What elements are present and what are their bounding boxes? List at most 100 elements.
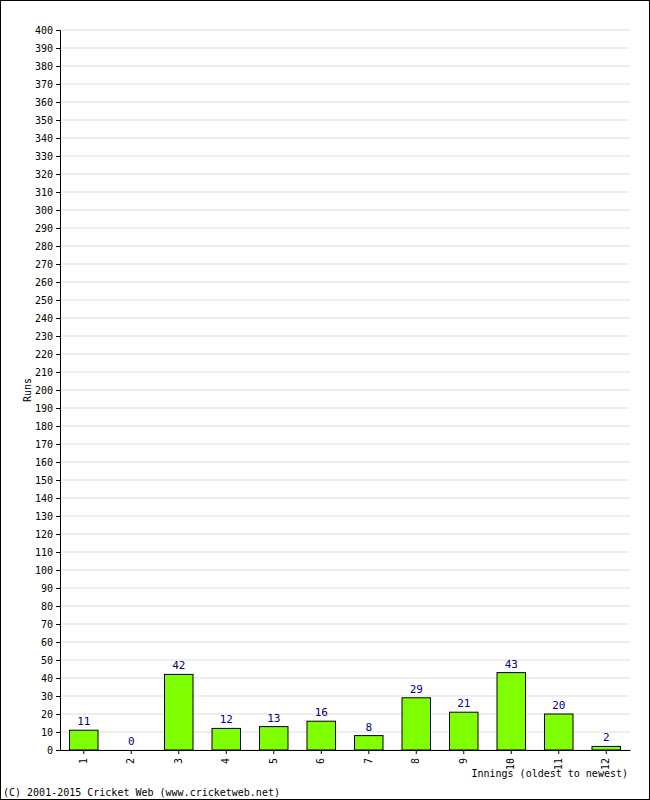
- grid-line: [60, 264, 630, 265]
- y-tick: 10: [41, 727, 60, 738]
- grid: [60, 30, 630, 750]
- y-tick-mark: [56, 192, 60, 193]
- y-tick-label: 170: [35, 439, 53, 450]
- bar: [545, 714, 574, 750]
- grid-line: [60, 426, 630, 427]
- y-tick: 160: [35, 457, 60, 468]
- y-tick-mark: [56, 462, 60, 463]
- grid-line: [60, 156, 630, 157]
- y-tick-label: 180: [35, 421, 53, 432]
- y-tick-label: 260: [35, 277, 53, 288]
- grid-line: [60, 228, 630, 229]
- grid-line: [60, 210, 630, 211]
- y-tick-label: 50: [41, 655, 53, 666]
- grid-line: [60, 120, 630, 121]
- y-tick-mark: [56, 264, 60, 265]
- y-tick: 270: [35, 259, 60, 270]
- y-tick-label: 120: [35, 529, 53, 540]
- y-tick-label: 100: [35, 565, 53, 576]
- y-tick-mark: [56, 750, 60, 751]
- y-tick-mark: [56, 390, 60, 391]
- y-tick: 300: [35, 205, 60, 216]
- y-tick-label: 270: [35, 259, 53, 270]
- y-tick-label: 30: [41, 691, 53, 702]
- y-tick-mark: [56, 246, 60, 247]
- y-tick: 370: [35, 79, 60, 90]
- grid-line: [60, 354, 630, 355]
- y-tick-mark: [56, 714, 60, 715]
- x-tick: 4: [220, 750, 231, 764]
- y-tick-mark: [56, 678, 60, 679]
- y-tick-mark: [56, 642, 60, 643]
- y-tick-mark: [56, 408, 60, 409]
- y-tick-label: 290: [35, 223, 53, 234]
- y-tick-mark: [56, 588, 60, 589]
- y-tick-mark: [56, 552, 60, 553]
- x-tick-mark: [83, 750, 84, 754]
- y-tick-label: 110: [35, 547, 53, 558]
- y-tick-mark: [56, 66, 60, 67]
- x-tick-mark: [226, 750, 227, 754]
- grid-line: [60, 174, 630, 175]
- x-tick-label: 4: [220, 758, 231, 764]
- y-tick: 100: [35, 565, 60, 576]
- grid-line: [60, 390, 630, 391]
- y-tick-mark: [56, 228, 60, 229]
- x-tick-label: 9: [458, 758, 469, 764]
- y-tick-mark: [56, 48, 60, 49]
- y-tick-mark: [56, 516, 60, 517]
- grid-line: [60, 282, 630, 283]
- y-tick-label: 80: [41, 601, 53, 612]
- grid-line: [60, 462, 630, 463]
- y-tick: 320: [35, 169, 60, 180]
- y-tick-label: 330: [35, 151, 53, 162]
- y-tick: 20: [41, 709, 60, 720]
- y-tick-mark: [56, 732, 60, 733]
- bars: [70, 673, 621, 750]
- y-tick: 350: [35, 115, 60, 126]
- y-tick: 120: [35, 529, 60, 540]
- y-tick: 380: [35, 61, 60, 72]
- data-label: 2: [603, 731, 610, 744]
- grid-line: [60, 534, 630, 535]
- y-tick-mark: [56, 210, 60, 211]
- x-tick-label: 3: [173, 758, 184, 764]
- y-tick-label: 200: [35, 385, 53, 396]
- y-tick-mark: [56, 570, 60, 571]
- grid-line: [60, 408, 630, 409]
- x-tick: 7: [363, 750, 374, 764]
- grid-line: [60, 336, 630, 337]
- x-axis-line: [61, 750, 631, 751]
- y-tick: 90: [41, 583, 60, 594]
- y-tick: 40: [41, 673, 60, 684]
- x-tick: 2: [125, 750, 136, 764]
- y-tick-mark: [56, 696, 60, 697]
- y-tick-mark: [56, 174, 60, 175]
- y-tick: 80: [41, 601, 60, 612]
- bar: [212, 728, 241, 750]
- y-tick-label: 160: [35, 457, 53, 468]
- grid-line: [60, 642, 630, 643]
- y-tick: 240: [35, 313, 60, 324]
- y-tick-label: 390: [35, 43, 53, 54]
- grid-line: [60, 606, 630, 607]
- data-label: 29: [410, 683, 423, 696]
- y-tick-label: 140: [35, 493, 53, 504]
- grid-line: [60, 624, 630, 625]
- x-tick-mark: [606, 750, 607, 754]
- y-tick-mark: [56, 30, 60, 31]
- y-tick: 220: [35, 349, 60, 360]
- data-labels: 110421213168292143202: [77, 658, 609, 748]
- y-tick-mark: [56, 606, 60, 607]
- y-tick-label: 220: [35, 349, 53, 360]
- x-tick-label: 7: [363, 758, 374, 764]
- x-tick-label: 2: [125, 758, 136, 764]
- y-tick: 400: [35, 25, 60, 36]
- y-tick-mark: [56, 354, 60, 355]
- y-tick-label: 240: [35, 313, 53, 324]
- y-tick: 210: [35, 367, 60, 378]
- x-tick: 6: [315, 750, 326, 764]
- y-tick: 110: [35, 547, 60, 558]
- y-tick-label: 310: [35, 187, 53, 198]
- x-tick-label: 6: [315, 758, 326, 764]
